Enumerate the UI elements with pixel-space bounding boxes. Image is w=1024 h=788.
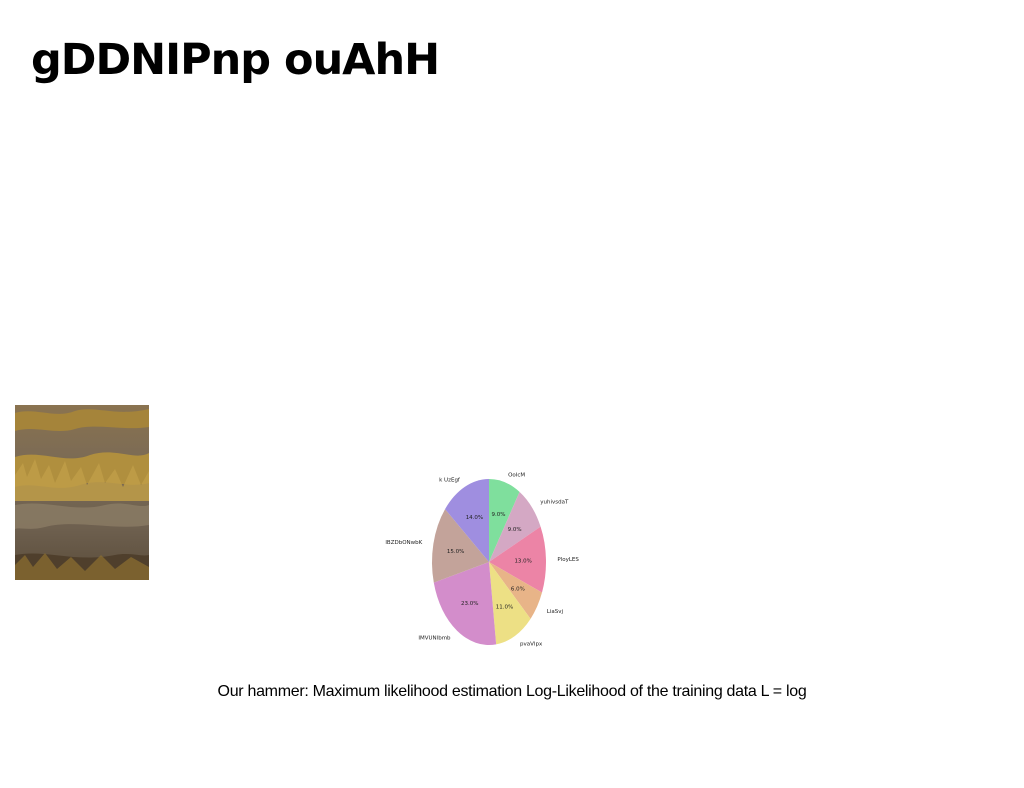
pie-chart: 9.0% OoIcM 9.0% yuhivsdaT 13.0% PloyLES 6.0% Li… (380, 462, 590, 657)
pie-category-label: PloyLES (557, 557, 579, 563)
pie-percent-label: 14.0% (466, 515, 483, 521)
pie-slice-lbzdbonwbk (431, 509, 489, 583)
pie-percent-label: 9.0% (508, 527, 522, 533)
pie-category-label: lBZDbONwbK (385, 540, 422, 546)
pie-category-label: LiaSvj (547, 609, 564, 615)
pie-slice-liasvj (489, 562, 542, 619)
grass-photo (15, 405, 149, 580)
pie-category-label: k UzEgf (439, 477, 461, 483)
pie-percent-label: 6.0% (511, 587, 525, 593)
slide-title: gDDNIPnp ouAhH (31, 35, 440, 85)
grass-photo-image (15, 405, 149, 580)
pie-category-label: pvaVlpx (520, 641, 543, 647)
pie-slice-yuhivsdat (489, 491, 541, 562)
pie-percent-label: 23.0% (461, 601, 478, 607)
pie-slice-pvavlpx (489, 562, 531, 645)
pie-category-label: yuhivsdaT (540, 500, 569, 506)
pie-slice-ployles (489, 526, 547, 593)
slide-caption: Our hammer: Maximum likelihood estimatio… (217, 683, 807, 700)
pie-chart-svg: 9.0% OoIcM 9.0% yuhivsdaT 13.0% PloyLES 6.0% Li… (385, 472, 579, 647)
pie-slice-k-uzegf (445, 479, 489, 562)
pie-slice-ooicm (489, 479, 520, 562)
pie-category-label: OoIcM (508, 472, 525, 478)
pie-slice-imvunlbmb (433, 562, 497, 646)
pie-percent-label: 9.0% (492, 512, 506, 518)
pie-percent-label: 13.0% (514, 558, 531, 564)
pie-percent-label: 11.0% (496, 604, 513, 610)
pie-percent-label: 15.0% (447, 549, 464, 555)
pie-category-label: IMVUNlbmb (418, 636, 451, 642)
